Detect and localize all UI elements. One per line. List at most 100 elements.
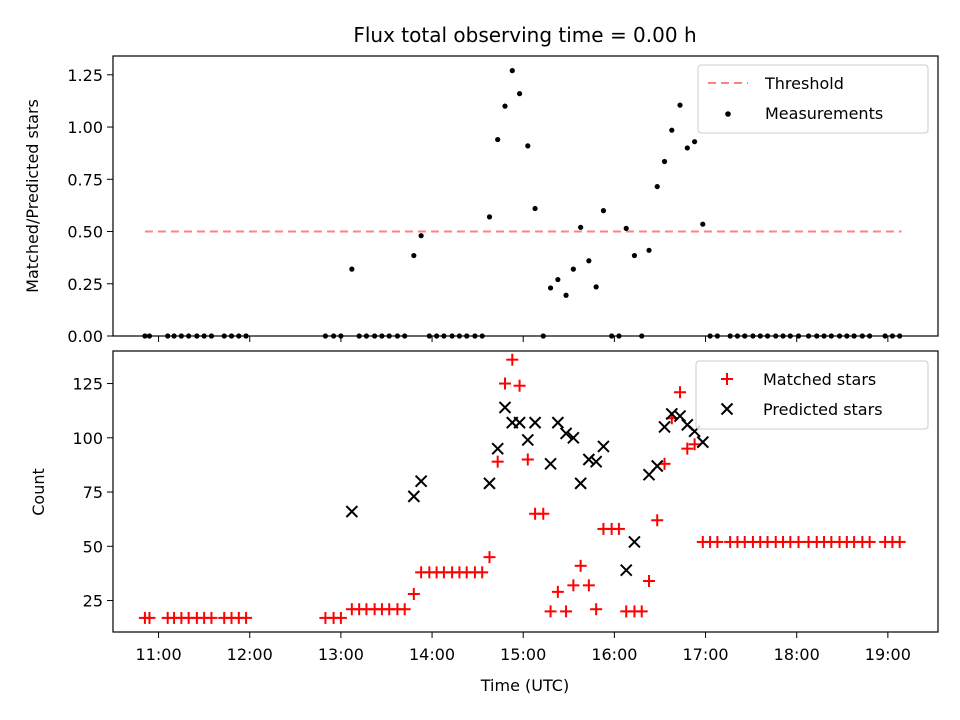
- legend-threshold-label: Threshold: [764, 74, 844, 93]
- predicted-star-marker-b: [521, 433, 534, 447]
- top-y-axis-label: Matched/Predicted stars: [23, 99, 42, 293]
- predicted-star-marker: [658, 420, 671, 434]
- x-tick-label: 13:00: [318, 645, 364, 664]
- predicted-star-marker: [498, 401, 512, 414]
- bottom-legend-box: [695, 360, 929, 430]
- top-chart-panel: 0.00 0.25 0.50 0.75 1.00 1.25 Matched/Predict…: [23, 55, 939, 346]
- predicted-star-marker-b: [658, 420, 671, 434]
- matched-star-marker: [537, 507, 550, 520]
- measurement-point: [684, 145, 690, 151]
- bottom-plot-area: [138, 353, 906, 624]
- predicted-star-marker-b: [597, 440, 610, 453]
- predicted-star-marker-b: [513, 416, 526, 429]
- predicted-star-marker-b: [559, 427, 573, 440]
- predicted-star-marker-b: [483, 477, 496, 490]
- legend-x-shape-b: [720, 402, 734, 416]
- measurement-point: [547, 285, 554, 291]
- matched-star-marker: [560, 605, 573, 618]
- predicted-star-marker-b: [407, 490, 421, 503]
- measurement-point: [586, 258, 592, 264]
- bottom-y-axis-label: Count: [29, 468, 48, 516]
- predicted-star-marker-b: [582, 453, 596, 466]
- top-legend: Threshold Measurements: [697, 64, 929, 134]
- predicted-star-marker-b: [498, 401, 512, 414]
- bottom-axes-frame: [112, 350, 939, 633]
- bottom-axis-ticks: 11:00 12:00 13:00 14:00 15:00 16:00 17:00 18:00…: [72, 375, 910, 664]
- matched-star-marker: [551, 585, 564, 598]
- measurement-point: [411, 252, 417, 259]
- predicted-star-marker: [551, 416, 565, 429]
- measurement-point: [677, 102, 683, 108]
- matched-star-marker: [792, 535, 805, 548]
- matched-star-marker: [334, 611, 347, 624]
- matched-star-marker: [506, 353, 519, 366]
- measurement-point: [661, 158, 668, 165]
- bottom-x-axis-label: Time (UTC): [480, 676, 569, 695]
- top-chart-title: Flux total observing time = 0.00 h: [353, 23, 696, 47]
- legend-matched-marker: [721, 373, 733, 385]
- top-y-tick-label: 1.00: [67, 118, 103, 137]
- bottom-y-tick-label: 25: [83, 592, 103, 611]
- matched-star-marker: [567, 579, 580, 592]
- measurement-point: [495, 136, 501, 143]
- predicted-star-marker: [559, 427, 573, 440]
- predicted-star-marker: [513, 416, 526, 429]
- matched-star-marker: [491, 455, 504, 468]
- measurement-point: [502, 103, 508, 109]
- predicted-star-marker-b: [673, 409, 687, 423]
- measurement-point: [669, 127, 675, 133]
- legend-x-shape: [720, 402, 734, 416]
- matched-star-marker: [582, 579, 595, 592]
- measurement-point: [631, 252, 638, 259]
- bottom-y-tick-label: 50: [83, 537, 103, 556]
- matched-star-marker: [643, 575, 656, 588]
- measurement-point: [418, 233, 424, 239]
- predicted-star-marker-b: [651, 459, 664, 473]
- predicted-star-marker: [521, 433, 534, 447]
- measurement-point: [578, 224, 584, 230]
- matched-star-marker: [635, 605, 648, 618]
- x-tick-label: 16:00: [591, 645, 637, 664]
- predicted-star-marker: [414, 474, 428, 488]
- predicted-star-marker-b: [567, 431, 580, 445]
- legend-measurements-label: Measurements: [765, 104, 883, 123]
- predicted-star-marker-b: [628, 535, 641, 549]
- predicted-star-marker: [407, 490, 421, 503]
- bottom-chart-panel: 11:00 12:00 13:00 14:00 15:00 16:00 17:00 18:00…: [29, 350, 939, 695]
- top-y-tick-label: 0.50: [67, 223, 103, 242]
- predicted-star-marker-b: [551, 416, 565, 429]
- matched-star-marker: [688, 438, 701, 451]
- predicted-star-marker-b: [414, 474, 428, 488]
- matched-star-marker: [498, 377, 511, 390]
- top-y-tick-label: 1.25: [67, 66, 103, 85]
- measurement-point: [646, 247, 652, 253]
- measurement-point: [525, 143, 531, 149]
- matched-star-marker: [590, 603, 603, 616]
- legend-predicted-label: Predicted stars: [763, 400, 883, 419]
- top-plot-area: [142, 68, 903, 339]
- matched-star-marker: [574, 559, 587, 572]
- predicted-star-marker-b: [620, 563, 633, 577]
- predicted-star-marker-b: [574, 477, 587, 490]
- predicted-star-marker: [574, 477, 587, 490]
- top-axes-frame: [112, 55, 939, 337]
- predicted-star-marker-b: [544, 457, 557, 471]
- measurement-point: [516, 91, 523, 97]
- matched-star-marker: [407, 588, 420, 601]
- measurement-point: [593, 284, 599, 290]
- bottom-legend: Matched stars Predicted stars: [695, 360, 929, 430]
- matched-star-marker: [674, 386, 687, 399]
- measurement-point: [509, 68, 515, 74]
- matched-star-marker: [651, 514, 664, 527]
- bottom-y-tick-label: 100: [72, 429, 103, 448]
- legend-measurements-marker: [725, 111, 731, 117]
- top-y-tick-label: 0.00: [67, 327, 103, 346]
- measurement-point: [570, 266, 576, 272]
- matched-star-marker: [612, 522, 625, 535]
- measurement-point: [555, 276, 561, 283]
- matched-star-marker: [544, 605, 557, 618]
- measurement-point: [623, 225, 629, 231]
- predicted-star-marker-b: [696, 435, 710, 449]
- measurement-point: [349, 266, 355, 272]
